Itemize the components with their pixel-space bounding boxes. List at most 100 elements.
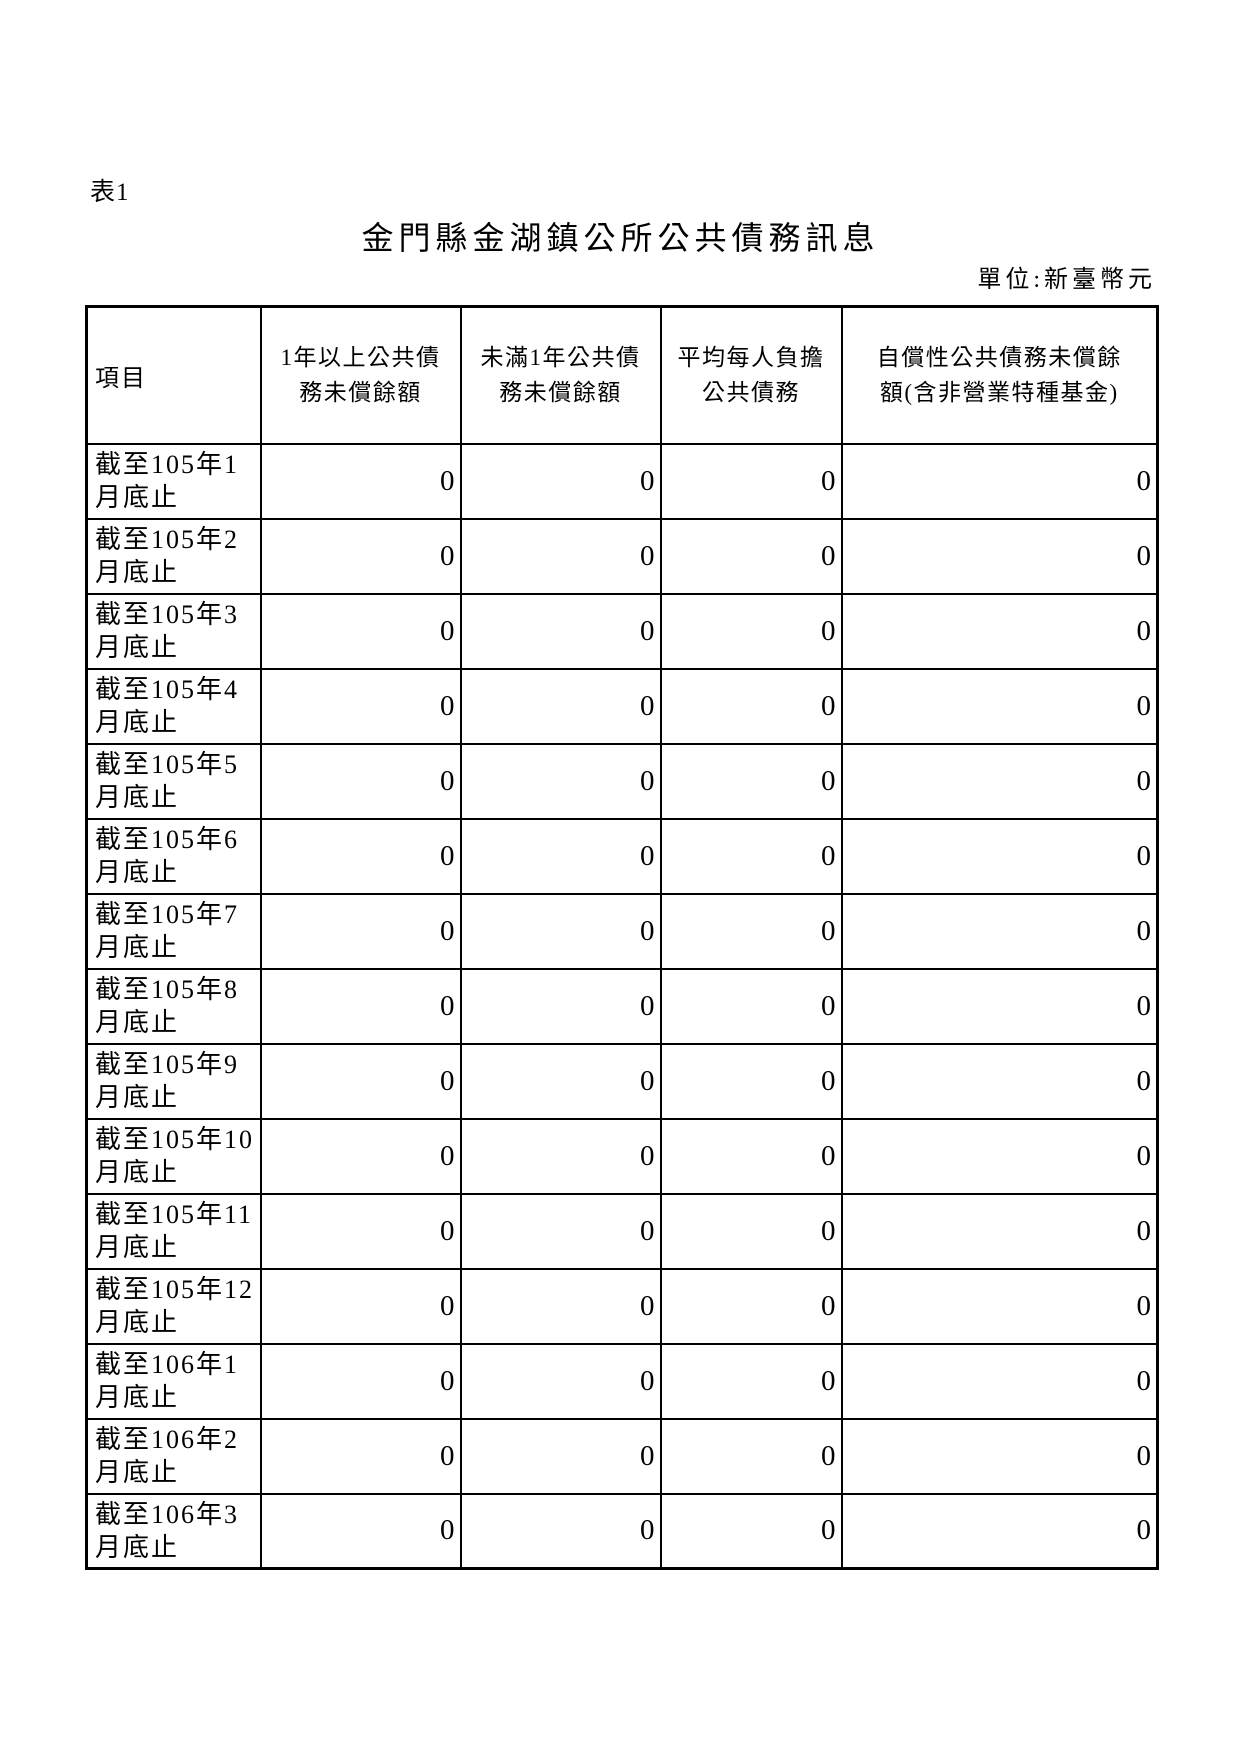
row-period-label: 截至105年2 月底止 [85,517,262,595]
table-row: 截至105年12 月底止 0 0 0 0 [85,1267,1159,1345]
debt-value-cell: 0 [840,742,1159,820]
debt-value-cell: 0 [840,1492,1159,1570]
table-row: 截至105年4 月底止 0 0 0 0 [85,667,1159,745]
row-period-label: 截至105年9 月底止 [85,1042,262,1120]
debt-value-cell: 0 [840,892,1159,970]
row-period-label: 截至105年5 月底止 [85,742,262,820]
table-row: 截至105年1 月底止 0 0 0 0 [85,442,1159,520]
row-period-label: 截至105年1 月底止 [85,442,262,520]
debt-value-cell: 0 [259,1192,462,1270]
debt-value-cell: 0 [459,442,662,520]
table-header: 項目 1年以上公共債 務未償餘額 未滿1年公共債 務未償餘額 平均每人負擔 公共… [85,305,1159,445]
column-header-item: 項目 [85,305,262,445]
debt-value-cell: 0 [840,1267,1159,1345]
public-debt-table: 項目 1年以上公共債 務未償餘額 未滿1年公共債 務未償餘額 平均每人負擔 公共… [85,305,1159,1570]
debt-value-cell: 0 [259,1342,462,1420]
debt-value-cell: 0 [659,442,843,520]
row-period-label: 截至105年3 月底止 [85,592,262,670]
page-title: 金門縣金湖鎮公所公共債務訊息 [361,220,880,256]
debt-value-cell: 0 [459,1492,662,1570]
table-row: 截至106年1 月底止 0 0 0 0 [85,1342,1159,1420]
debt-value-cell: 0 [459,892,662,970]
debt-value-cell: 0 [259,967,462,1045]
debt-value-cell: 0 [459,1417,662,1495]
debt-value-cell: 0 [459,592,662,670]
table-row: 截至105年10 月底止 0 0 0 0 [85,1117,1159,1195]
table-row: 截至105年6 月底止 0 0 0 0 [85,817,1159,895]
debt-value-cell: 0 [659,667,843,745]
debt-value-cell: 0 [459,1342,662,1420]
debt-value-cell: 0 [840,592,1159,670]
row-period-label: 截至105年12 月底止 [85,1267,262,1345]
debt-value-cell: 0 [659,1417,843,1495]
debt-value-cell: 0 [659,1342,843,1420]
debt-value-cell: 0 [840,967,1159,1045]
debt-value-cell: 0 [659,817,843,895]
debt-value-cell: 0 [459,742,662,820]
column-header-debt-over-1yr: 1年以上公共債 務未償餘額 [259,305,462,445]
table-row: 截至105年2 月底止 0 0 0 0 [85,517,1159,595]
table-row: 截至105年3 月底止 0 0 0 0 [85,592,1159,670]
column-header-per-capita-debt: 平均每人負擔 公共債務 [659,305,843,445]
debt-value-cell: 0 [459,1192,662,1270]
debt-value-cell: 0 [459,1117,662,1195]
debt-value-cell: 0 [259,1117,462,1195]
debt-value-cell: 0 [840,517,1159,595]
debt-value-cell: 0 [659,1267,843,1345]
debt-value-cell: 0 [459,667,662,745]
header-row: 項目 1年以上公共債 務未償餘額 未滿1年公共債 務未償餘額 平均每人負擔 公共… [85,305,1159,445]
table-row: 截至105年9 月底止 0 0 0 0 [85,1042,1159,1120]
debt-value-cell: 0 [459,1267,662,1345]
debt-value-cell: 0 [659,1117,843,1195]
table-row: 截至106年2 月底止 0 0 0 0 [85,1417,1159,1495]
debt-value-cell: 0 [259,1267,462,1345]
row-period-label: 截至105年7 月底止 [85,892,262,970]
debt-value-cell: 0 [659,517,843,595]
table-row: 截至105年11 月底止 0 0 0 0 [85,1192,1159,1270]
debt-value-cell: 0 [259,1042,462,1120]
debt-value-cell: 0 [659,1192,843,1270]
table-row: 截至106年3 月底止 0 0 0 0 [85,1492,1159,1570]
table-row: 截至105年5 月底止 0 0 0 0 [85,742,1159,820]
debt-value-cell: 0 [459,1042,662,1120]
debt-value-cell: 0 [259,517,462,595]
debt-value-cell: 0 [840,1042,1159,1120]
debt-value-cell: 0 [659,1042,843,1120]
row-period-label: 截至106年3 月底止 [85,1492,262,1570]
debt-value-cell: 0 [659,742,843,820]
debt-value-cell: 0 [840,817,1159,895]
debt-value-cell: 0 [840,1342,1159,1420]
debt-value-cell: 0 [259,742,462,820]
table-number-label: 表1 [90,179,130,206]
debt-value-cell: 0 [840,1192,1159,1270]
debt-value-cell: 0 [840,667,1159,745]
debt-value-cell: 0 [259,667,462,745]
row-period-label: 截至105年8 月底止 [85,967,262,1045]
debt-value-cell: 0 [840,1117,1159,1195]
table-row: 截至105年7 月底止 0 0 0 0 [85,892,1159,970]
row-period-label: 截至106年1 月底止 [85,1342,262,1420]
column-header-self-liquidating-debt: 自償性公共債務未償餘 額(含非營業特種基金) [840,305,1159,445]
debt-value-cell: 0 [459,517,662,595]
debt-value-cell: 0 [259,817,462,895]
debt-value-cell: 0 [659,592,843,670]
table-row: 截至105年8 月底止 0 0 0 0 [85,967,1159,1045]
unit-note: 單位:新臺幣元 [977,267,1156,293]
debt-value-cell: 0 [840,1417,1159,1495]
debt-value-cell: 0 [259,592,462,670]
debt-value-cell: 0 [259,1417,462,1495]
debt-value-cell: 0 [259,442,462,520]
row-period-label: 截至105年11 月底止 [85,1192,262,1270]
row-period-label: 截至105年6 月底止 [85,817,262,895]
debt-value-cell: 0 [840,442,1159,520]
debt-value-cell: 0 [259,892,462,970]
debt-value-cell: 0 [659,892,843,970]
debt-table-body: 截至105年1 月底止 0 0 0 0 截至105年2 月底止 0 0 0 0 截至105年3 月底… [85,442,1159,1570]
debt-value-cell: 0 [659,1492,843,1570]
row-period-label: 截至105年4 月底止 [85,667,262,745]
debt-value-cell: 0 [259,1492,462,1570]
debt-value-cell: 0 [459,817,662,895]
debt-value-cell: 0 [659,967,843,1045]
column-header-debt-under-1yr: 未滿1年公共債 務未償餘額 [459,305,662,445]
